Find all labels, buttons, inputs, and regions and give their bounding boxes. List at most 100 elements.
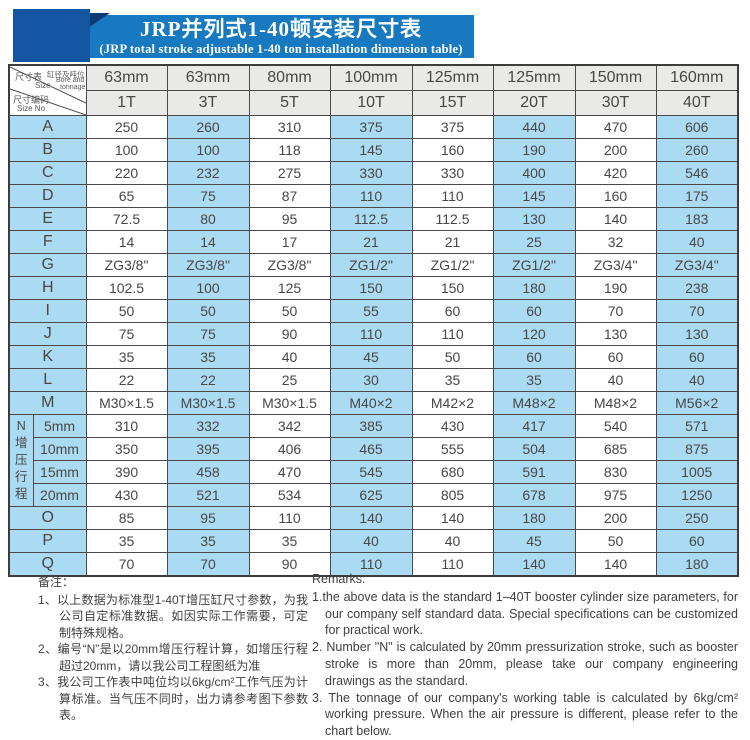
row-label: G (8, 253, 87, 277)
dim-cell: 685 (574, 437, 657, 461)
dim-cell: 680 (411, 460, 494, 484)
tonnage-header: 5T (248, 90, 331, 116)
dim-cell: 250 (655, 506, 739, 530)
page-subtitle: (JRP total stroke adjustable 1-40 ton in… (99, 42, 463, 56)
row-label: J (8, 322, 87, 346)
dim-cell: 50 (411, 345, 494, 369)
dim-cell: 145 (329, 138, 413, 162)
dim-cell: 40 (655, 230, 739, 254)
note-item: 1、以上数据为标准型1-40T增压缸尺寸参数，为我公司自定标准数据。如因实际工作… (38, 592, 308, 642)
dim-cell: 125 (248, 276, 331, 300)
dim-cell: 830 (574, 460, 657, 484)
row-label: A (8, 115, 87, 139)
dim-cell: 310 (248, 115, 331, 139)
note-text: Number "N" is calculated by 20mm pressur… (325, 640, 738, 688)
dim-cell: 470 (248, 460, 331, 484)
dim-cell: 70 (574, 299, 657, 323)
dim-cell: 60 (655, 529, 739, 553)
dim-cell: 238 (655, 276, 739, 300)
dim-cell: 140 (574, 207, 657, 231)
note-marker: 1、 (38, 592, 58, 607)
dim-cell: 50 (85, 299, 168, 323)
dim-cell: 342 (248, 414, 331, 438)
corner-no-en: Size No. (17, 103, 48, 113)
row-label: B (8, 138, 87, 162)
bore-header: 150mm (574, 64, 657, 91)
dim-cell: 145 (492, 184, 576, 208)
dim-cell: 190 (574, 276, 657, 300)
dim-cell: 875 (655, 437, 739, 461)
dim-cell: 375 (329, 115, 413, 139)
dim-cell: 591 (492, 460, 576, 484)
dim-cell: 390 (85, 460, 168, 484)
dim-cell: 1250 (655, 483, 739, 507)
corner-bore-en2: tonnage (60, 83, 86, 91)
note-text: 我公司工作表中吨位均以6kg/cm²工作气压为计算标准。当气压不同时，出力请参考… (57, 675, 308, 722)
note-text: 以上数据为标准型1-40T增压缸尺寸参数，为我公司自定标准数据。如因实际工作需要… (57, 592, 308, 640)
dim-cell: 260 (655, 138, 739, 162)
dim-cell: 75 (85, 322, 168, 346)
dim-cell: 70 (85, 552, 168, 577)
dim-cell: 118 (248, 138, 331, 162)
dim-cell: 90 (248, 322, 331, 346)
dim-cell: 55 (329, 299, 413, 323)
notes-zh-heading: 备注： (38, 575, 75, 589)
dim-cell: 521 (166, 483, 250, 507)
row-label: H (8, 276, 87, 300)
dim-cell: 440 (492, 115, 576, 139)
dim-cell: 606 (655, 115, 739, 139)
dim-cell: 35 (166, 345, 250, 369)
dim-cell: 60 (411, 299, 494, 323)
corner-no-zh: 尺寸编码 (13, 94, 50, 105)
dim-cell: 395 (166, 437, 250, 461)
dim-cell: 75 (166, 322, 250, 346)
dim-cell: 35 (411, 368, 494, 392)
dim-cell: 110 (411, 552, 494, 577)
row-label: E (8, 207, 87, 231)
dim-cell: 140 (329, 506, 413, 530)
tonnage-header: 15T (411, 90, 494, 116)
dim-cell: 40 (248, 345, 331, 369)
dim-cell: M30×1.5 (85, 391, 168, 415)
dim-cell: 112.5 (329, 207, 413, 231)
dim-cell: 102.5 (85, 276, 168, 300)
dim-cell: 21 (329, 230, 413, 254)
dim-cell: 100 (166, 138, 250, 162)
dim-cell: 555 (411, 437, 494, 461)
dim-cell: 45 (329, 345, 413, 369)
dim-cell: 430 (85, 483, 168, 507)
dim-cell: 60 (492, 345, 576, 369)
dim-cell: 85 (85, 506, 168, 530)
title-banner: JRP并列式1-40顿安装尺寸表 (JRP total stroke adjus… (88, 15, 474, 58)
dim-cell: 100 (166, 276, 250, 300)
row-label: M (8, 391, 87, 415)
note-item: 1.the above data is the standard 1–40T b… (312, 589, 738, 639)
dim-cell: 110 (411, 184, 494, 208)
dim-cell: ZG1/2" (329, 253, 413, 277)
dim-cell: ZG1/2" (411, 253, 494, 277)
dim-cell: 220 (85, 161, 168, 185)
dim-cell: 160 (574, 184, 657, 208)
dim-cell: 110 (248, 506, 331, 530)
dim-cell: M56×2 (655, 391, 739, 415)
bore-header: 160mm (655, 64, 739, 91)
dim-cell: 417 (492, 414, 576, 438)
dim-cell: 140 (411, 506, 494, 530)
dim-cell: 504 (492, 437, 576, 461)
dim-cell: 70 (655, 299, 739, 323)
dim-cell: 100 (85, 138, 168, 162)
dim-cell: 40 (411, 529, 494, 553)
dim-cell: 470 (574, 115, 657, 139)
row-label: L (8, 368, 87, 392)
dim-cell: 80 (166, 207, 250, 231)
dim-cell: 250 (85, 115, 168, 139)
dim-cell: M42×2 (411, 391, 494, 415)
corner-bore-en1: Bore and (56, 76, 85, 84)
row-label: C (8, 161, 87, 185)
dim-cell: M48×2 (574, 391, 657, 415)
dim-cell: 546 (655, 161, 739, 185)
dim-cell: M40×2 (329, 391, 413, 415)
dim-cell: 375 (411, 115, 494, 139)
row-label: O (8, 506, 87, 530)
